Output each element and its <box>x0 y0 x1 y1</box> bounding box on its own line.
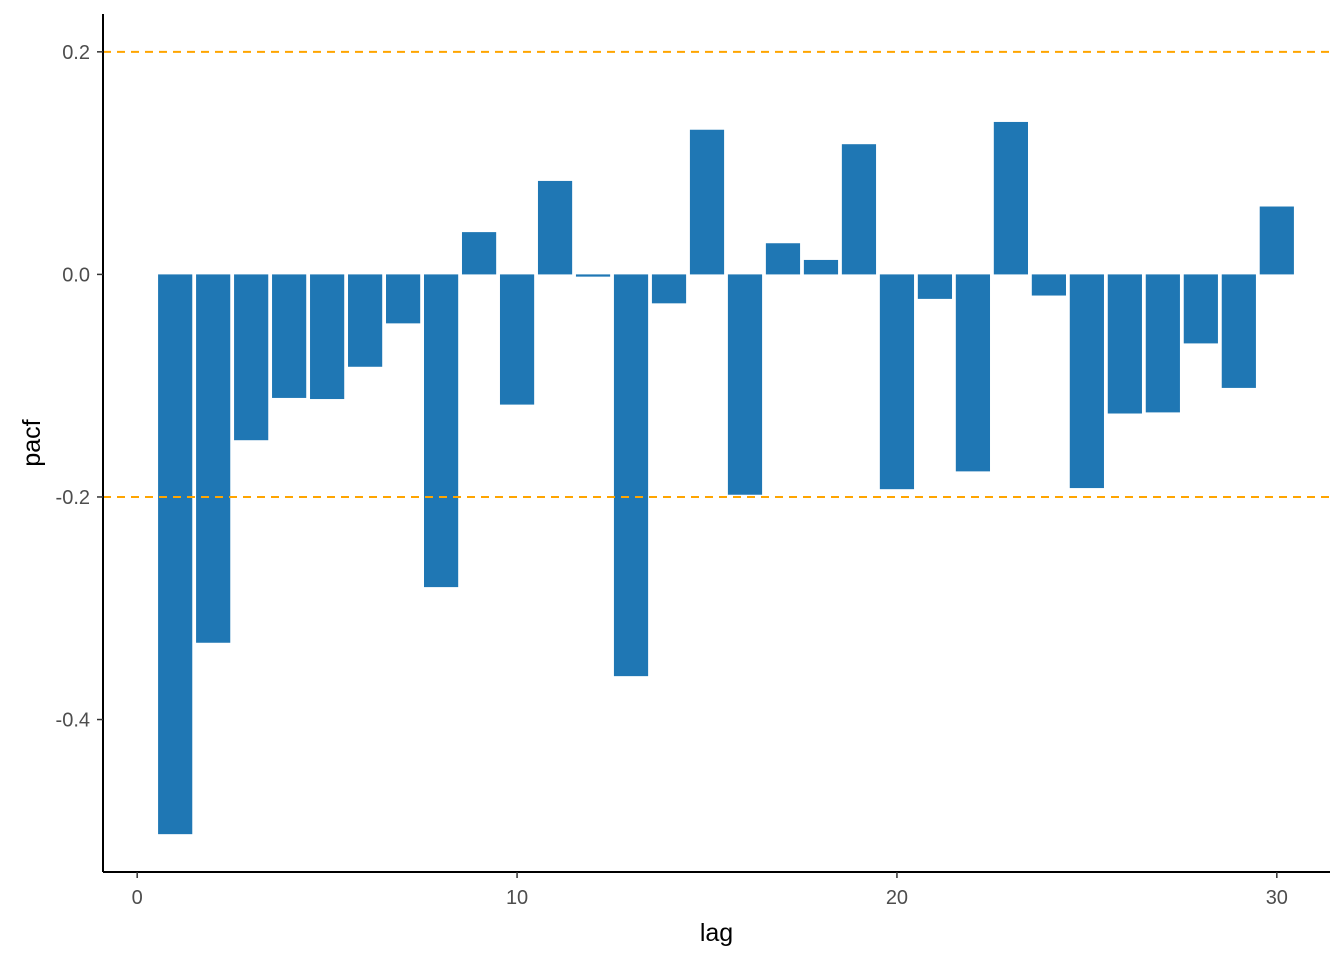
bar-lag-16 <box>727 274 763 495</box>
bar-lag-10 <box>499 274 535 405</box>
bar-lag-13 <box>613 274 649 677</box>
y-tick-label: -0.4 <box>56 710 90 732</box>
bar-lag-18 <box>803 259 839 275</box>
bar-lag-8 <box>424 274 459 588</box>
reference-lines-group <box>103 50 1330 498</box>
bar-lag-30 <box>1259 206 1294 275</box>
bar-lag-23 <box>993 121 1028 275</box>
bar-lag-9 <box>461 232 497 275</box>
x-ticks-group: 0 10 20 30 <box>132 872 1288 909</box>
y-tick-label: 0.2 <box>62 42 90 64</box>
bar-lag-29 <box>1221 274 1256 388</box>
y-ticks-group: 0.2 0.0 -0.2 -0.4 <box>56 42 103 732</box>
bar-lag-7 <box>386 274 421 324</box>
bars-group <box>158 121 1294 835</box>
bar-lag-11 <box>537 180 573 275</box>
x-tick-label: 0 <box>132 887 143 909</box>
y-axis-title: pacf <box>18 419 46 466</box>
x-tick-label: 20 <box>886 887 908 909</box>
bar-lag-25 <box>1069 274 1104 489</box>
bar-lag-17 <box>765 243 801 275</box>
x-axis-title: lag <box>700 919 733 947</box>
bar-lag-6 <box>348 274 383 367</box>
x-tick-label: 30 <box>1266 887 1288 909</box>
y-tick-label: 0.0 <box>62 264 90 286</box>
bar-lag-5 <box>310 274 345 400</box>
bar-lag-15 <box>689 129 725 275</box>
bar-lag-3 <box>234 274 269 441</box>
axes-group <box>102 14 1330 873</box>
bar-lag-26 <box>1107 274 1142 414</box>
bar-lag-4 <box>272 274 307 398</box>
bar-lag-20 <box>879 274 915 490</box>
x-tick-label: 10 <box>506 887 528 909</box>
bar-lag-12 <box>575 274 611 277</box>
bar-lag-1 <box>158 274 193 835</box>
bar-lag-21 <box>917 274 953 299</box>
y-tick-label: -0.2 <box>56 487 90 509</box>
bar-lag-22 <box>955 274 991 472</box>
bar-lag-14 <box>651 274 687 304</box>
bar-lag-24 <box>1031 274 1066 296</box>
bar-lag-28 <box>1183 274 1218 344</box>
bar-lag-19 <box>841 144 877 275</box>
bar-lag-27 <box>1145 274 1180 413</box>
bar-lag-2 <box>196 274 231 643</box>
